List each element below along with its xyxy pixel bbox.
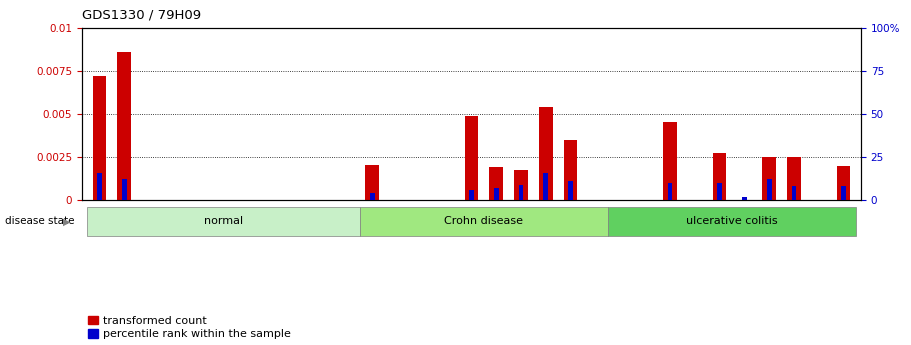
Bar — [122, 179, 127, 200]
Bar — [494, 188, 498, 200]
Text: GDS1330 / 79H09: GDS1330 / 79H09 — [82, 9, 201, 22]
Bar — [518, 185, 524, 200]
Bar — [465, 116, 478, 200]
Bar — [370, 193, 374, 200]
Text: ▶: ▶ — [63, 217, 70, 226]
Legend: transformed count, percentile rank within the sample: transformed count, percentile rank withi… — [87, 316, 291, 339]
Text: Crohn disease: Crohn disease — [445, 216, 523, 226]
Bar — [118, 52, 131, 200]
Bar — [787, 157, 801, 200]
Bar — [87, 207, 360, 236]
Bar — [767, 179, 772, 200]
Text: ulcerative colitis: ulcerative colitis — [686, 216, 778, 226]
Bar — [792, 186, 796, 200]
Bar — [564, 140, 578, 200]
Bar — [763, 157, 776, 200]
Bar — [93, 76, 107, 200]
Bar — [668, 183, 672, 200]
Bar — [469, 190, 474, 200]
Bar — [717, 183, 722, 200]
Bar — [514, 170, 527, 200]
Bar — [544, 172, 548, 200]
Bar — [663, 122, 677, 200]
Bar — [841, 186, 846, 200]
Bar — [712, 152, 726, 200]
Bar — [539, 107, 553, 200]
Bar — [568, 181, 573, 200]
Bar — [836, 166, 850, 200]
Bar — [489, 167, 503, 200]
Text: disease state: disease state — [5, 217, 74, 226]
Bar — [360, 207, 608, 236]
Bar — [742, 197, 747, 200]
Text: normal: normal — [204, 216, 243, 226]
Bar — [608, 207, 856, 236]
Bar — [365, 165, 379, 200]
Bar — [97, 172, 102, 200]
